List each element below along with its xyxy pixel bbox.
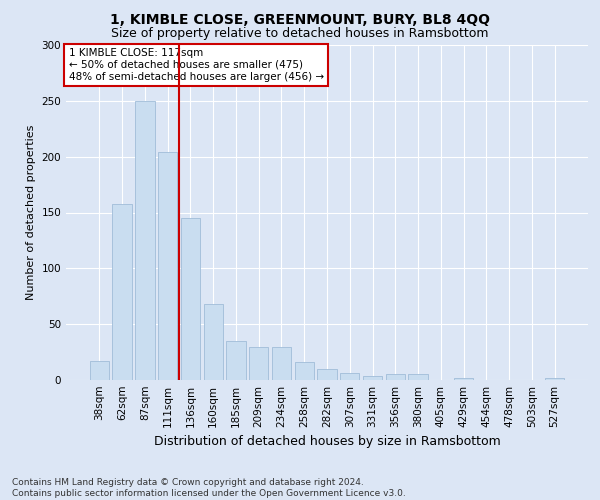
Bar	[386, 374, 405, 380]
Bar	[454, 378, 473, 380]
Text: 1, KIMBLE CLOSE, GREENMOUNT, BURY, BL8 4QQ: 1, KIMBLE CLOSE, GREENMOUNT, BURY, BL8 4…	[110, 12, 490, 26]
Text: 1 KIMBLE CLOSE: 117sqm
← 50% of detached houses are smaller (475)
48% of semi-de: 1 KIMBLE CLOSE: 117sqm ← 50% of detached…	[68, 48, 324, 82]
Bar	[545, 378, 564, 380]
Text: Contains HM Land Registry data © Crown copyright and database right 2024.
Contai: Contains HM Land Registry data © Crown c…	[12, 478, 406, 498]
Bar	[203, 304, 223, 380]
Bar	[226, 341, 245, 380]
Bar	[181, 218, 200, 380]
X-axis label: Distribution of detached houses by size in Ramsbottom: Distribution of detached houses by size …	[154, 436, 500, 448]
Bar	[90, 361, 109, 380]
Bar	[317, 369, 337, 380]
Bar	[249, 346, 268, 380]
Bar	[158, 152, 178, 380]
Y-axis label: Number of detached properties: Number of detached properties	[26, 125, 36, 300]
Text: Size of property relative to detached houses in Ramsbottom: Size of property relative to detached ho…	[111, 28, 489, 40]
Bar	[272, 346, 291, 380]
Bar	[295, 362, 314, 380]
Bar	[340, 374, 359, 380]
Bar	[135, 101, 155, 380]
Bar	[409, 374, 428, 380]
Bar	[363, 376, 382, 380]
Bar	[112, 204, 132, 380]
